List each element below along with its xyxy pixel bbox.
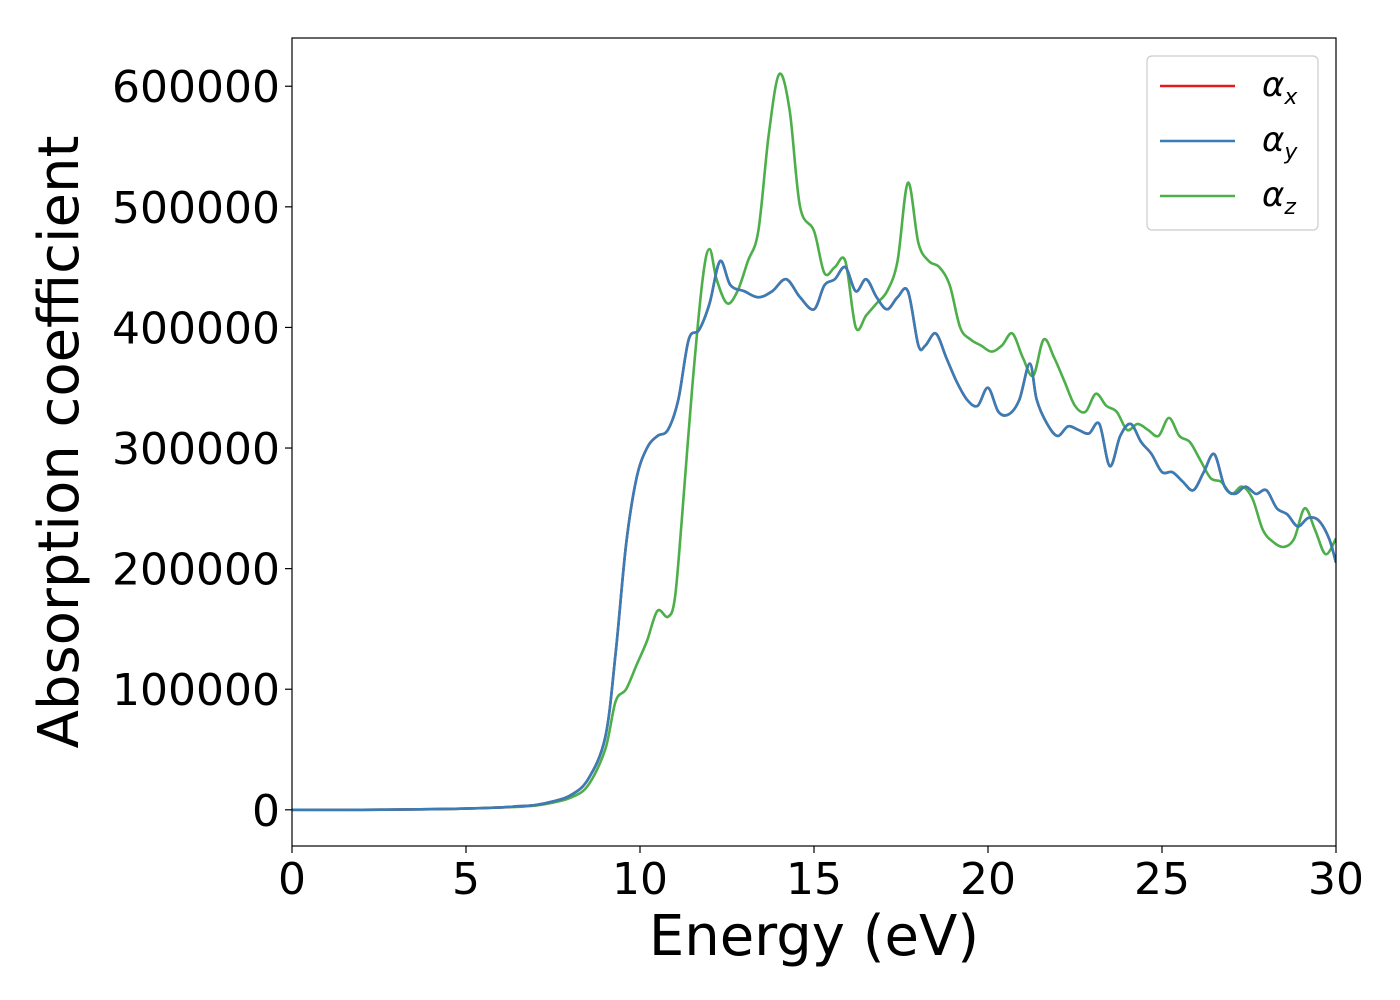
y-tick-label: 300000 bbox=[112, 424, 280, 475]
y-axis-title: Absorption coefficient bbox=[27, 136, 92, 749]
y-tick-label: 500000 bbox=[112, 183, 280, 234]
series-line-x bbox=[292, 259, 1336, 812]
y-tick-label: 0 bbox=[252, 786, 280, 837]
x-axis-title: Energy (eV) bbox=[649, 904, 979, 969]
x-tick-label: 25 bbox=[1134, 854, 1190, 905]
legend-label-y: αy bbox=[1262, 120, 1298, 165]
y-axis-ticks: 0 100000 200000 300000 400000 500000 600000 bbox=[112, 62, 292, 837]
legend-box bbox=[1146, 55, 1319, 231]
plot-lines bbox=[292, 72, 1336, 812]
x-axis-ticks: 0 5 10 15 20 25 30 bbox=[278, 846, 1364, 905]
legend: αx αy αz bbox=[1146, 55, 1319, 231]
y-tick-label: 400000 bbox=[112, 303, 280, 354]
series-line-z bbox=[292, 72, 1336, 812]
x-tick-label: 0 bbox=[278, 854, 306, 905]
legend-label-z: αz bbox=[1262, 175, 1296, 220]
x-tick-label: 20 bbox=[960, 854, 1016, 905]
x-tick-label: 10 bbox=[612, 854, 668, 905]
y-tick-label: 200000 bbox=[112, 545, 280, 596]
y-tick-label: 600000 bbox=[112, 62, 280, 113]
series-line-y bbox=[292, 259, 1336, 812]
x-tick-label: 30 bbox=[1308, 854, 1364, 905]
x-tick-label: 5 bbox=[452, 854, 480, 905]
y-tick-label: 100000 bbox=[112, 665, 280, 716]
x-tick-label: 15 bbox=[786, 854, 842, 905]
legend-label-x: αx bbox=[1262, 65, 1298, 110]
plot-frame bbox=[291, 37, 1337, 847]
